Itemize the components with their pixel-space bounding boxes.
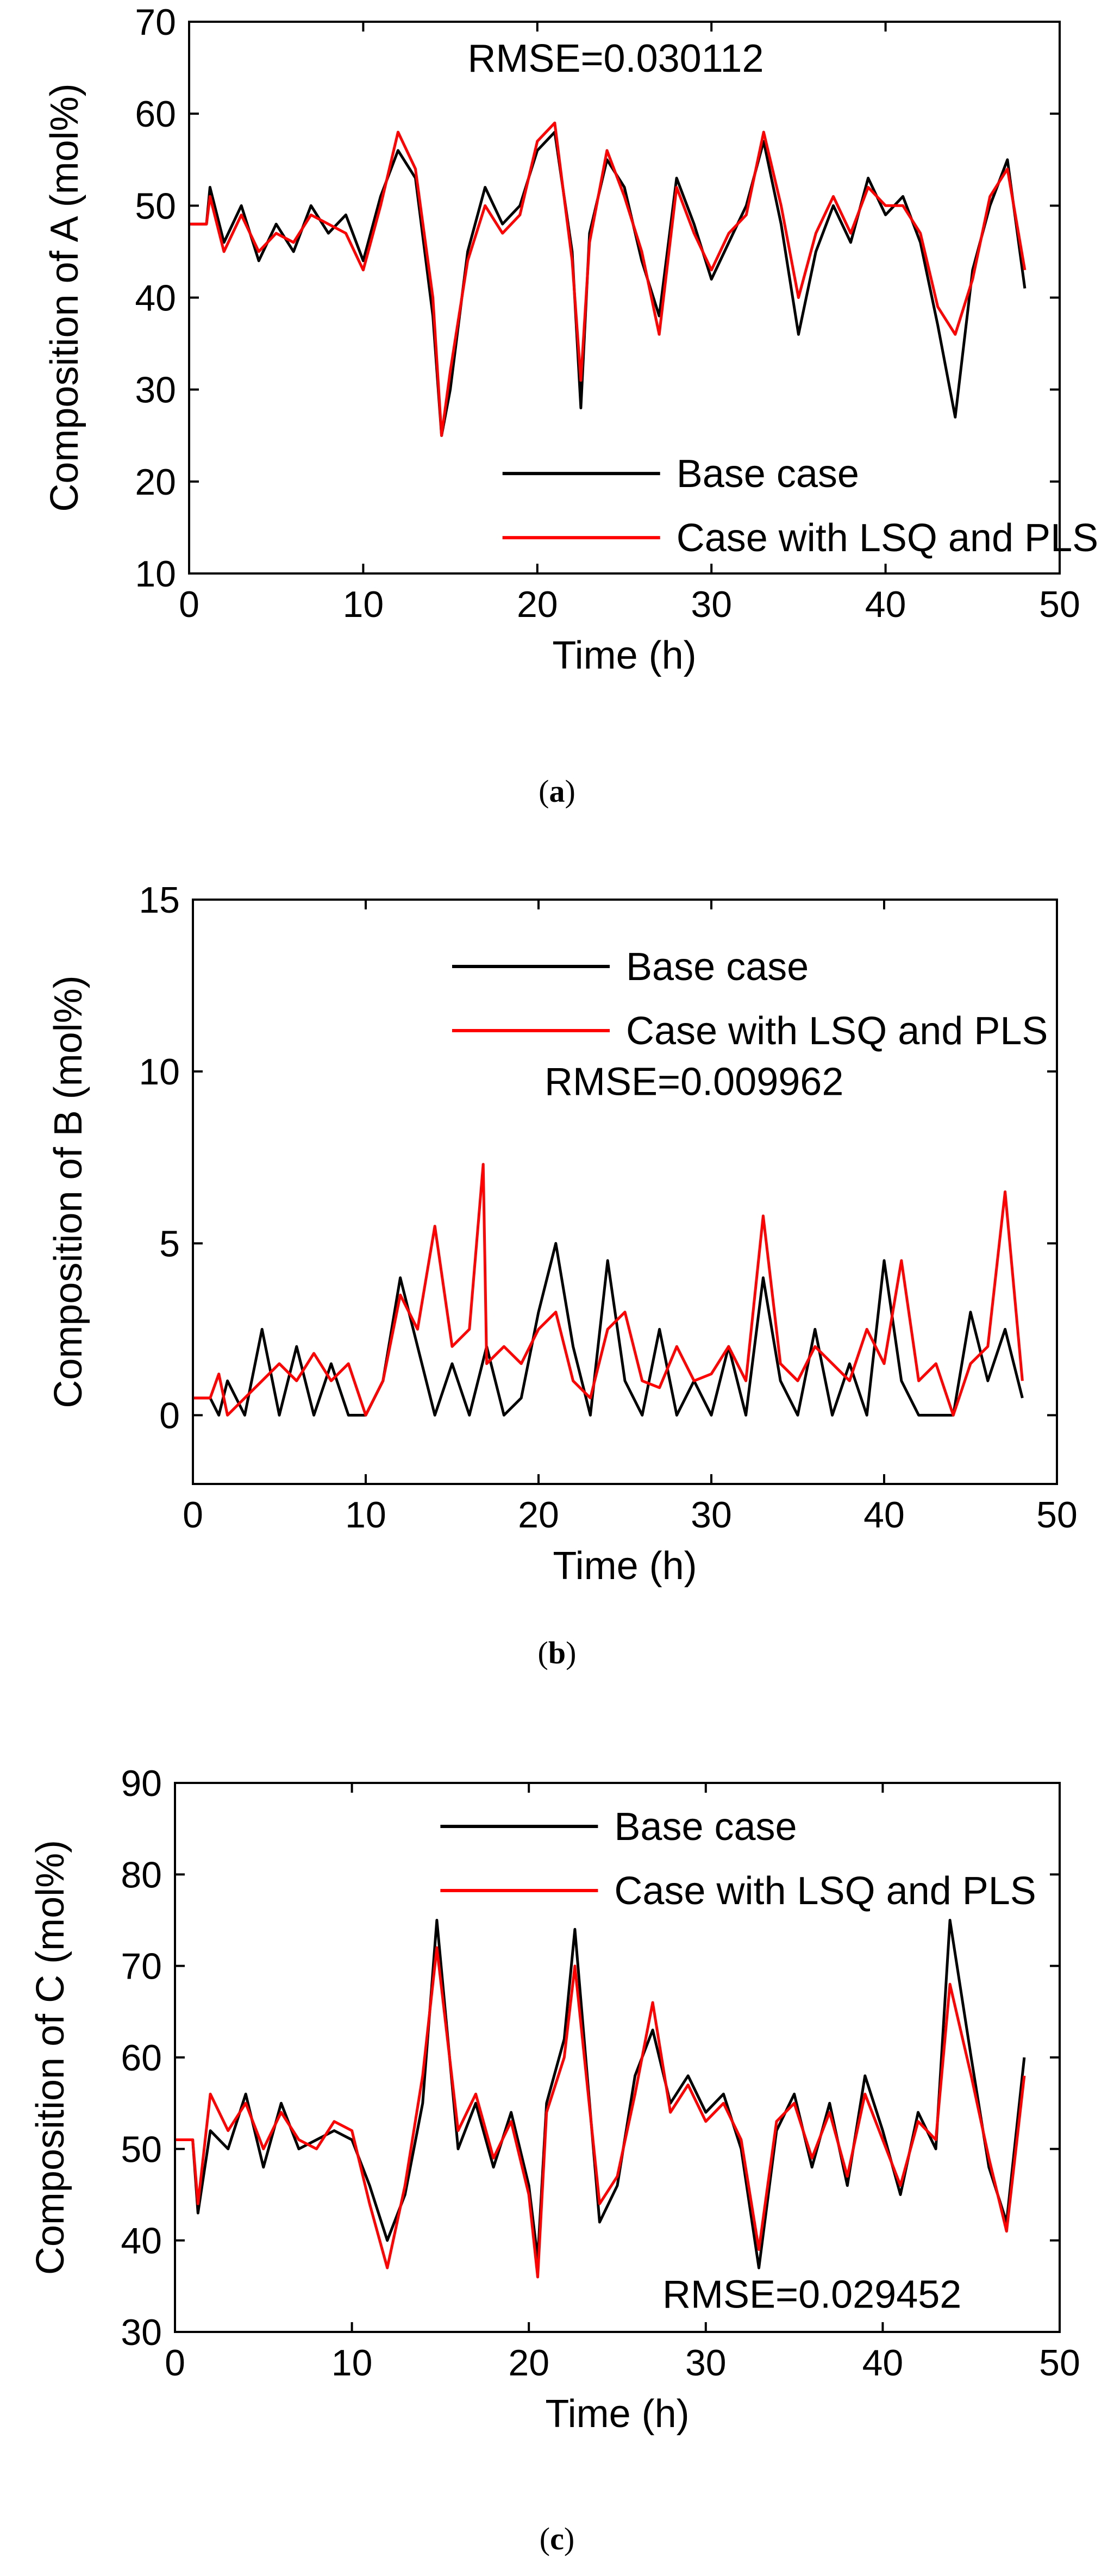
y-tick-label: 30 — [135, 370, 176, 411]
x-tick-label: 30 — [685, 2342, 727, 2384]
x-tick-label: 30 — [691, 584, 732, 625]
legend: Base case Case with LSQ and PLS — [502, 452, 1098, 560]
x-tick-label: 20 — [518, 1494, 559, 1536]
legend-label-lsq-pls: Case with LSQ and PLS — [626, 1009, 1048, 1053]
rmse-annotation: RMSE=0.029452 — [662, 2273, 961, 2316]
rmse-annotation: RMSE=0.009962 — [545, 1060, 843, 1103]
panel-caption-letter: a — [549, 774, 565, 809]
x-tick-label: 10 — [331, 2342, 373, 2384]
x-tick-label: 20 — [517, 584, 558, 625]
chart-panel-b: 0 10 20 30 40 50 0 5 10 15 Time (h) Composition of … — [47, 880, 1078, 1670]
y-tick-label: 50 — [135, 185, 176, 227]
x-tick-label: 10 — [345, 1494, 386, 1536]
legend-label-base-case: Base case — [626, 945, 809, 989]
x-axis-label: Time (h) — [553, 1544, 697, 1588]
y-axis-label: Composition of A (mol%) — [43, 83, 86, 512]
x-axis-label: Time (h) — [552, 634, 696, 677]
y-tick-label: 40 — [121, 2221, 162, 2262]
x-tick-label: 40 — [865, 584, 906, 625]
y-tick-label: 30 — [121, 2312, 162, 2353]
y-tick-label: 70 — [135, 2, 176, 43]
x-tick-label: 40 — [862, 2342, 904, 2384]
series-line-lsq-pls — [175, 1946, 1026, 2279]
x-tick-label: 50 — [1036, 1494, 1078, 1536]
plot-frame — [174, 1782, 1061, 2333]
y-tick-label: 90 — [121, 1763, 162, 1804]
plot-frame — [188, 21, 1061, 575]
y-tick-label: 60 — [121, 2037, 162, 2079]
series-line-lsq-pls — [193, 1163, 1024, 1417]
panel-caption: (a) — [539, 774, 575, 809]
y-tick-label: 70 — [121, 1946, 162, 1987]
x-tick-label: 30 — [691, 1494, 732, 1536]
rmse-annotation: RMSE=0.030112 — [467, 37, 763, 80]
panel-caption-letter: b — [548, 1635, 566, 1670]
legend-label-base-case: Base case — [677, 452, 859, 496]
y-tick-label: 80 — [121, 1854, 162, 1895]
series-line-lsq-pls — [189, 121, 1027, 437]
x-tick-label: 40 — [863, 1494, 905, 1536]
legend: Base case Case with LSQ and PLS — [452, 945, 1048, 1053]
x-tick-label: 50 — [1039, 2342, 1080, 2384]
legend-label-base-case: Base case — [614, 1805, 797, 1849]
plot-frame — [192, 899, 1058, 1485]
y-tick-label: 0 — [159, 1395, 180, 1437]
legend-label-lsq-pls: Case with LSQ and PLS — [677, 516, 1098, 560]
y-tick-label: 50 — [121, 2129, 162, 2170]
x-tick-label: 10 — [343, 584, 384, 625]
x-axis-label: Time (h) — [545, 2392, 689, 2436]
panel-caption-letter: c — [550, 2521, 564, 2556]
panel-caption: (c) — [540, 2521, 574, 2556]
chart-panel-c: 0 10 20 30 40 50 30 40 50 60 70 80 90 Time (h) Composi… — [29, 1763, 1080, 2556]
y-tick-label: 10 — [139, 1051, 180, 1093]
series-line-base-case — [175, 1919, 1026, 2269]
x-tick-label: 0 — [165, 2342, 185, 2384]
legend: Base case Case with LSQ and PLS — [440, 1805, 1036, 1913]
panel-caption: (b) — [538, 1635, 577, 1670]
y-tick-label: 15 — [139, 880, 180, 921]
x-tick-label: 50 — [1039, 584, 1080, 625]
x-tick-label: 0 — [183, 1494, 203, 1536]
x-tick-label: 20 — [508, 2342, 549, 2384]
y-axis-label: Composition of B (mol%) — [47, 975, 90, 1408]
legend-label-lsq-pls: Case with LSQ and PLS — [614, 1869, 1036, 1913]
y-tick-label: 10 — [135, 553, 176, 595]
series-line-base-case — [189, 130, 1027, 437]
x-tick-label: 0 — [179, 584, 199, 625]
y-tick-label: 5 — [159, 1223, 180, 1264]
y-tick-label: 40 — [135, 278, 176, 319]
y-axis-label: Composition of C (mol%) — [29, 1840, 72, 2275]
y-tick-label: 60 — [135, 93, 176, 135]
series-line-base-case — [193, 1242, 1024, 1417]
y-tick-label: 20 — [135, 461, 176, 503]
